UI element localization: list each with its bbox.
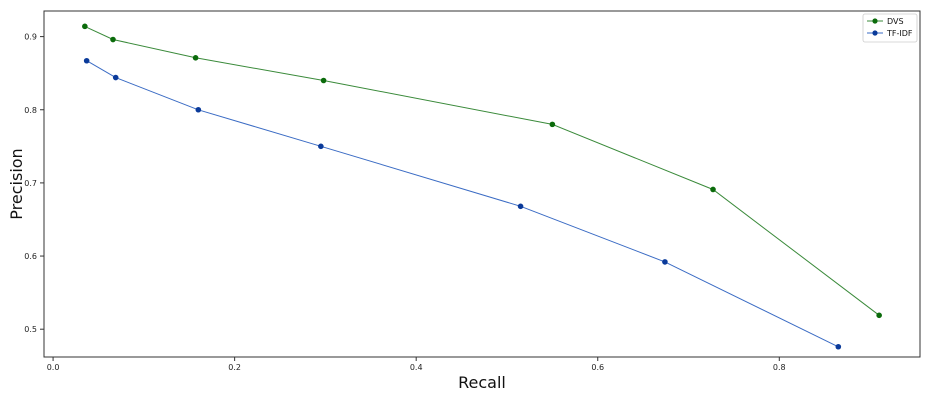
data-point-dvs xyxy=(192,55,199,61)
data-point-dvs xyxy=(82,23,88,30)
y-tick-label: 0.9 xyxy=(24,33,37,42)
y-tick-label: 0.6 xyxy=(24,252,37,261)
data-point-dvs xyxy=(110,36,116,43)
x-tick-label: 0.0 xyxy=(47,363,60,372)
data-point-tf-idf xyxy=(83,57,90,64)
data-point-tf-idf xyxy=(195,106,202,113)
y-tick-label: 0.7 xyxy=(24,179,37,188)
data-point-tf-idf xyxy=(662,259,668,265)
x-axis-ticks: 0.0 0.2 0.4 0.6 0.8 xyxy=(47,357,786,372)
x-tick-label: 0.2 xyxy=(228,363,241,372)
data-point-dvs xyxy=(549,121,556,128)
x-axis-title: Recall xyxy=(458,373,506,392)
data-point-tf-idf xyxy=(835,343,842,350)
series-layer xyxy=(82,23,882,350)
legend-label-tf-idf: TF-IDF xyxy=(886,29,913,38)
y-axis-ticks: 0.5 0.6 0.7 0.8 0.9 xyxy=(24,33,44,334)
data-point-dvs xyxy=(876,312,882,319)
data-point-dvs xyxy=(710,186,716,193)
x-tick-label: 0.6 xyxy=(591,363,604,372)
plot-area-frame xyxy=(43,10,921,358)
x-tick-label: 0.8 xyxy=(773,363,786,372)
y-tick-label: 0.8 xyxy=(24,106,37,115)
y-tick-label: 0.5 xyxy=(24,325,37,334)
x-tick-label: 0.4 xyxy=(410,363,423,372)
legend-label-dvs: DVS xyxy=(887,17,904,26)
legend: DVS TF-IDF xyxy=(862,13,918,43)
data-point-tf-idf xyxy=(318,143,324,150)
data-point-tf-idf xyxy=(517,203,524,210)
legend-marker-tf-idf xyxy=(872,30,878,36)
y-axis-title: Precision xyxy=(7,148,26,219)
data-point-tf-idf xyxy=(112,74,119,81)
legend-marker-dvs xyxy=(872,18,878,24)
data-point-dvs xyxy=(320,77,327,84)
